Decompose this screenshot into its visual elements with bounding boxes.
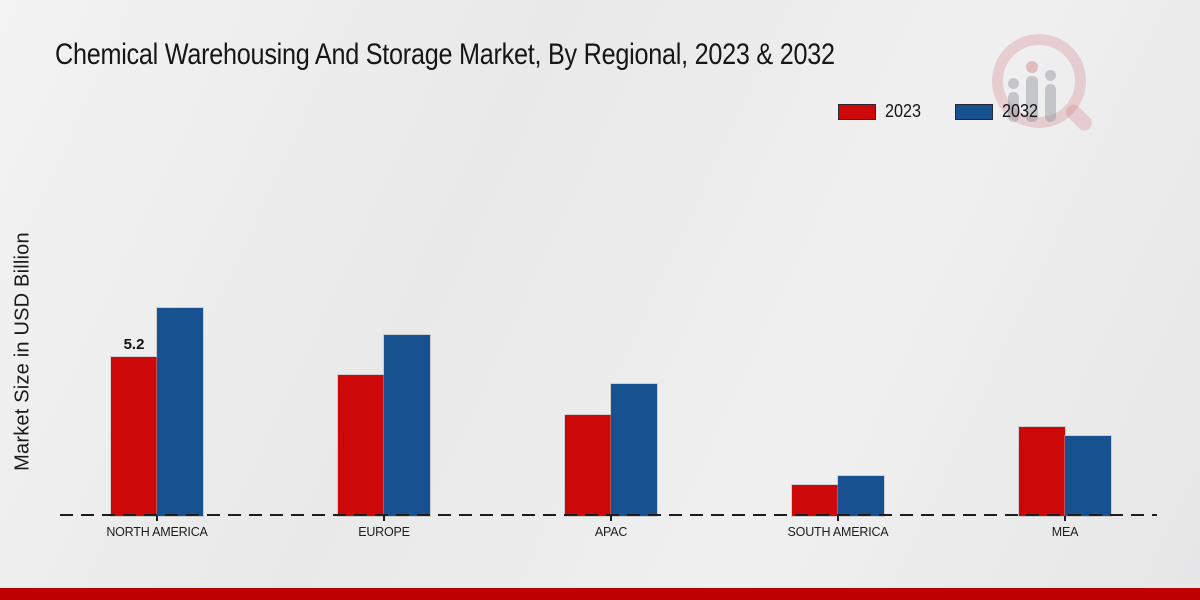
magnifier-ring-icon (992, 34, 1086, 128)
watermark-figure-head-icon (1008, 78, 1019, 89)
legend-item-2032: 2032 (955, 101, 1042, 122)
chart-title: Chemical Warehousing And Storage Market,… (55, 38, 835, 71)
bar-europe-2032 (383, 334, 431, 517)
category-label-north-america: NORTH AMERICA (106, 525, 208, 539)
legend-swatch-2032 (955, 103, 994, 120)
category-label-mea: MEA (1051, 525, 1079, 539)
legend-swatch-2023 (838, 103, 876, 120)
legend-label: 2023 (885, 101, 922, 121)
y-axis-label: Market Size in USD Billion (11, 232, 34, 471)
bar-south-america-2023 (791, 484, 839, 517)
bar-value-label-north-america-2023: 5.2 (123, 336, 145, 353)
category-label-south-america: SOUTH AMERICA (787, 525, 889, 539)
x-axis-tick (156, 516, 158, 521)
bar-mea-2023 (1018, 426, 1066, 517)
bar-mea-2032 (1064, 435, 1112, 517)
bar-apac-2032 (610, 383, 658, 517)
footer-strip (0, 588, 1200, 600)
watermark-figure-head-icon (1045, 70, 1056, 81)
bar-europe-2023 (337, 374, 385, 517)
bar-apac-2023 (564, 414, 612, 517)
watermark-figure-head-icon (1026, 61, 1038, 73)
watermark-figure-icon (1026, 76, 1038, 122)
watermark-figure-icon (1008, 92, 1019, 122)
x-axis-tick (383, 516, 385, 521)
watermark-figure-icon (1045, 84, 1056, 122)
chart-legend: 2023 2032 (838, 101, 1042, 122)
legend-item-2023: 2023 (838, 101, 925, 122)
x-axis-tick (1064, 516, 1066, 521)
category-label-apac: APAC (594, 525, 628, 539)
x-axis-baseline (60, 514, 1157, 516)
category-label-europe: EUROPE (358, 525, 410, 539)
bar-north-america-2023 (110, 356, 158, 517)
x-axis-tick (837, 516, 839, 521)
bar-south-america-2032 (837, 475, 885, 517)
x-axis-tick (610, 516, 612, 521)
bar-north-america-2032 (156, 307, 204, 517)
mrfr-watermark-logo (988, 28, 1108, 143)
legend-label: 2032 (1002, 101, 1039, 121)
